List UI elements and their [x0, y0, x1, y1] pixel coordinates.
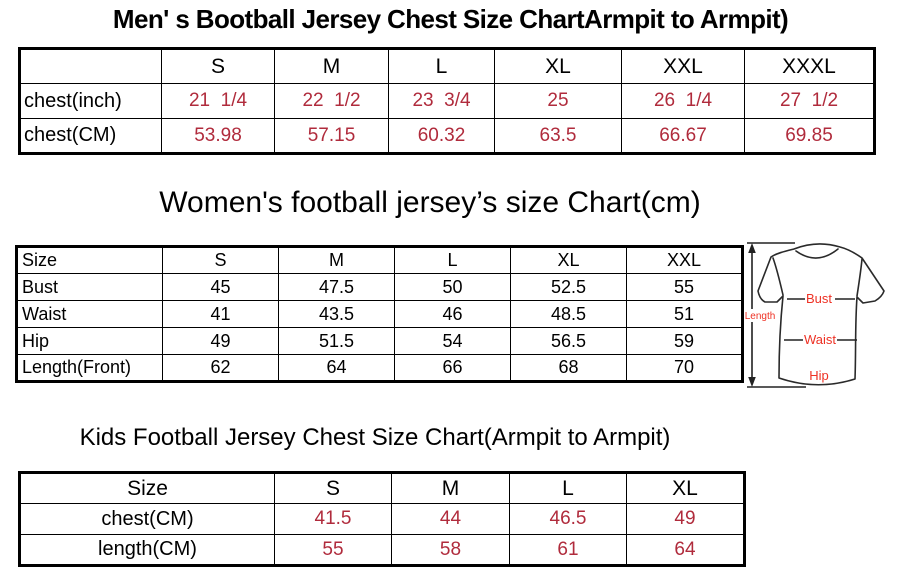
row-label-chest-cm: chest(CM) [19, 503, 275, 535]
row-label-chest-inch: chest(inch) [19, 83, 162, 119]
value-cell: 56.5 [510, 327, 627, 355]
value-cell: 50 [394, 273, 511, 301]
table-row: length(CM) 55 58 61 64 [19, 534, 745, 566]
table-row: Bust 45 47.5 50 52.5 55 [16, 273, 743, 301]
hip-label: Hip [809, 368, 829, 383]
col-header-xl: XL [626, 472, 745, 504]
table-row: chest(CM) 41.5 44 46.5 49 [19, 503, 745, 535]
col-header-xxxl: XXXL [744, 48, 875, 84]
value-cell: 25 [494, 83, 622, 119]
value-cell: 58 [391, 534, 510, 566]
value-cell: 52.5 [510, 273, 627, 301]
measure-lines [784, 298, 857, 341]
value-cell: 61 [509, 534, 627, 566]
value-cell: 68 [510, 354, 627, 382]
value-cell: 59 [626, 327, 743, 355]
table-row: Waist 41 43.5 46 48.5 51 [16, 300, 743, 328]
table-header-row: S M L XL XXL XXXL [19, 48, 875, 84]
value-cell: 55 [274, 534, 392, 566]
col-header-s: S [161, 48, 275, 84]
value-cell: 44 [391, 503, 510, 535]
col-header-size: Size [19, 472, 275, 504]
value-cell: 62 [162, 354, 279, 382]
table-row: chest(inch) 21 1/4 22 1/2 23 3/4 25 26 1… [19, 83, 875, 119]
value-cell: 21 1/4 [161, 83, 275, 119]
value-cell: 27 1/2 [744, 83, 875, 119]
value-cell: 26 1/4 [621, 83, 745, 119]
waist-label: Waist [804, 332, 836, 347]
value-cell: 41.5 [274, 503, 392, 535]
col-header-l: L [394, 246, 511, 274]
col-header-l: L [388, 48, 495, 84]
table-header-row: Size S M L XL [19, 472, 745, 504]
table-header-row: Size S M L XL XXL [16, 246, 743, 274]
table-row: Hip 49 51.5 54 56.5 59 [16, 327, 743, 355]
value-cell: 55 [626, 273, 743, 301]
row-label-chest-cm: chest(CM) [19, 118, 162, 154]
length-label-backing [744, 309, 777, 322]
tshirt-outline [757, 243, 885, 386]
table-row: chest(CM) 53.98 57.15 60.32 63.5 66.67 6… [19, 118, 875, 154]
value-cell: 43.5 [278, 300, 395, 328]
col-header-m: M [278, 246, 395, 274]
women-chart-title: Women's football jersey’s size Chart(cm) [159, 186, 701, 219]
tshirt-measurement-diagram: Length Bust Waist Hip [744, 242, 885, 388]
value-cell: 45 [162, 273, 279, 301]
value-cell: 66.67 [621, 118, 745, 154]
col-header-l: L [509, 472, 627, 504]
row-label-bust: Bust [16, 273, 163, 301]
col-header-m: M [274, 48, 389, 84]
kids-chart-title: Kids Football Jersey Chest Size Chart(Ar… [79, 424, 671, 451]
table-row: Length(Front) 62 64 66 68 70 [16, 354, 743, 382]
col-header-xl: XL [510, 246, 627, 274]
value-cell: 46.5 [509, 503, 627, 535]
value-cell: 60.32 [388, 118, 495, 154]
row-label-waist: Waist [16, 300, 163, 328]
value-cell: 23 3/4 [388, 83, 495, 119]
value-cell: 46 [394, 300, 511, 328]
women-size-table: Size S M L XL XXL Bust 45 47.5 50 52.5 5… [15, 245, 744, 383]
men-chart-title: Men' s Bootball Jersey Chest Size ChartA… [112, 4, 789, 34]
value-cell: 69.85 [744, 118, 875, 154]
row-label-length-front: Length(Front) [16, 354, 163, 382]
kids-size-table: Size S M L XL chest(CM) 41.5 44 46.5 49 … [18, 471, 746, 567]
col-header-xxl: XXL [626, 246, 743, 274]
col-header-m: M [391, 472, 510, 504]
value-cell: 51.5 [278, 327, 395, 355]
collar-inner-line [795, 248, 839, 259]
bust-label: Bust [806, 291, 832, 306]
value-cell: 57.15 [274, 118, 389, 154]
row-label-hip: Hip [16, 327, 163, 355]
col-header-xl: XL [494, 48, 622, 84]
value-cell: 70 [626, 354, 743, 382]
empty-corner-cell [19, 48, 162, 84]
row-label-length-cm: length(CM) [19, 534, 275, 566]
col-header-xxl: XXL [621, 48, 745, 84]
value-cell: 64 [626, 534, 745, 566]
right-sleeve-seam [856, 258, 863, 297]
value-cell: 49 [162, 327, 279, 355]
value-cell: 22 1/2 [274, 83, 389, 119]
left-sleeve-seam [772, 257, 784, 296]
col-header-size: Size [16, 246, 163, 274]
value-cell: 66 [394, 354, 511, 382]
length-label: Length [745, 311, 776, 322]
value-cell: 54 [394, 327, 511, 355]
value-cell: 63.5 [494, 118, 622, 154]
men-size-table: S M L XL XXL XXXL chest(inch) 21 1/4 22 … [18, 47, 876, 155]
value-cell: 47.5 [278, 273, 395, 301]
value-cell: 41 [162, 300, 279, 328]
value-cell: 64 [278, 354, 395, 382]
col-header-s: S [162, 246, 279, 274]
value-cell: 49 [626, 503, 745, 535]
value-cell: 53.98 [161, 118, 275, 154]
value-cell: 48.5 [510, 300, 627, 328]
col-header-s: S [274, 472, 392, 504]
value-cell: 51 [626, 300, 743, 328]
